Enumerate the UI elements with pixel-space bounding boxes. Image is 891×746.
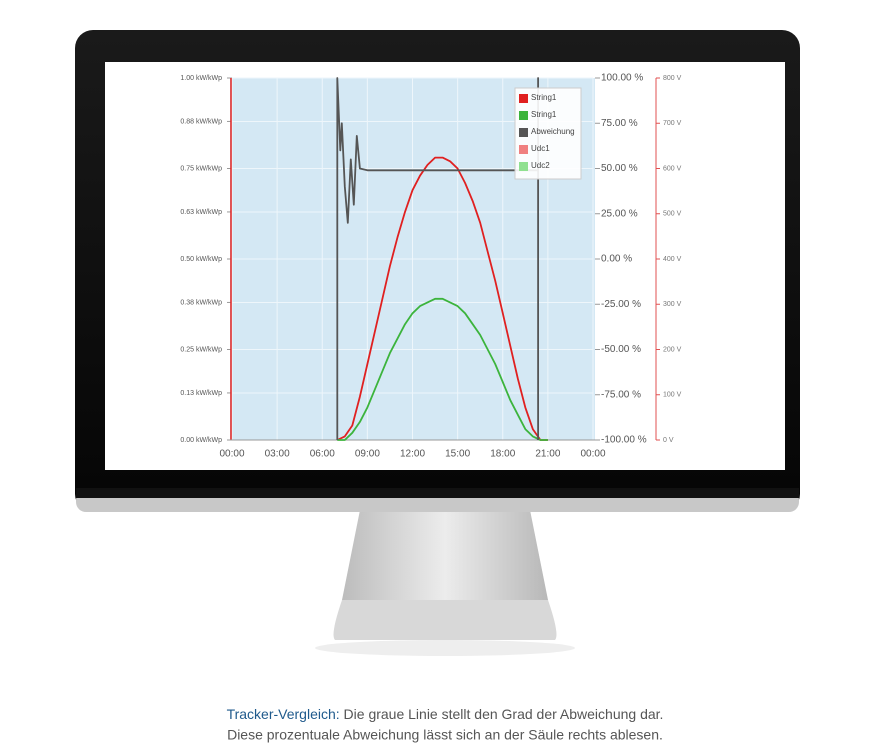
y-tick-label: 0.88 kW/kWp <box>180 118 222 125</box>
y2-tick-label: 25.00 % <box>601 208 638 219</box>
y2-tick-label: -50.00 % <box>601 344 641 355</box>
y3-tick-label: 100 V <box>663 392 682 399</box>
x-tick-label: 03:00 <box>265 449 290 460</box>
y2-tick-label: 50.00 % <box>601 163 638 174</box>
y3-tick-label: 600 V <box>663 165 682 172</box>
stand-neck <box>342 510 548 600</box>
legend-swatch <box>519 162 528 171</box>
legend-label: String1 <box>531 110 557 119</box>
caption-line: Tracker-Vergleich: Die graue Linie stell… <box>227 706 664 722</box>
x-tick-label: 06:00 <box>310 449 335 460</box>
caption-text: Die graue Linie stellt den Grad der Abwe… <box>344 706 664 722</box>
legend-label: Udc1 <box>531 144 550 153</box>
legend-label: Abweichung <box>531 127 575 136</box>
y2-tick-label: -75.00 % <box>601 389 641 400</box>
y2-tick-label: -100.00 % <box>601 435 647 446</box>
x-tick-label: 21:00 <box>535 449 560 460</box>
y3-tick-label: 500 V <box>663 211 682 218</box>
y3-tick-label: 0 V <box>663 437 674 444</box>
y-tick-label: 0.75 kW/kWp <box>180 165 222 172</box>
y3-tick-label: 300 V <box>663 301 682 308</box>
y3-tick-label: 200 V <box>663 346 682 353</box>
shadow <box>315 640 575 656</box>
y3-tick-label: 800 V <box>663 75 682 82</box>
y-tick-label: 0.38 kW/kWp <box>180 299 222 306</box>
y-tick-label: 0.50 kW/kWp <box>180 256 222 263</box>
y-tick-label: 0.00 kW/kWp <box>180 437 222 444</box>
legend-label: Udc2 <box>531 161 550 170</box>
stand-foot <box>334 600 557 640</box>
y-tick-label: 0.25 kW/kWp <box>180 346 222 353</box>
y2-tick-label: -25.00 % <box>601 299 641 310</box>
legend-swatch <box>519 111 528 120</box>
x-tick-label: 09:00 <box>355 449 380 460</box>
caption-text: Diese prozentuale Abweichung lässt sich … <box>227 727 663 743</box>
caption-lead: Tracker-Vergleich: <box>227 706 340 722</box>
legend-swatch <box>519 128 528 137</box>
legend-swatch <box>519 94 528 103</box>
x-tick-label: 18:00 <box>490 449 515 460</box>
x-tick-label: 00:00 <box>580 449 605 460</box>
chin-edge <box>76 488 799 498</box>
y-tick-label: 1.00 kW/kWp <box>180 75 222 82</box>
y-tick-label: 0.63 kW/kWp <box>180 209 222 216</box>
x-tick-label: 12:00 <box>400 449 425 460</box>
page: 0.00 kW/kWp 0.13 kW/kWp 0.25 kW/kWp 0.38 kW… <box>0 0 891 746</box>
x-tick-label: 00:00 <box>219 449 244 460</box>
legend-label: String1 <box>531 93 557 102</box>
y3-tick-label: 400 V <box>663 256 682 263</box>
y2-tick-label: 75.00 % <box>601 118 638 129</box>
x-tick-label: 15:00 <box>445 449 470 460</box>
y-tick-label: 0.13 kW/kWp <box>180 390 222 397</box>
y2-tick-label: 0.00 % <box>601 254 632 265</box>
y2-tick-label: 100.00 % <box>601 73 643 84</box>
y3-tick-label: 700 V <box>663 120 682 127</box>
legend-swatch <box>519 145 528 154</box>
